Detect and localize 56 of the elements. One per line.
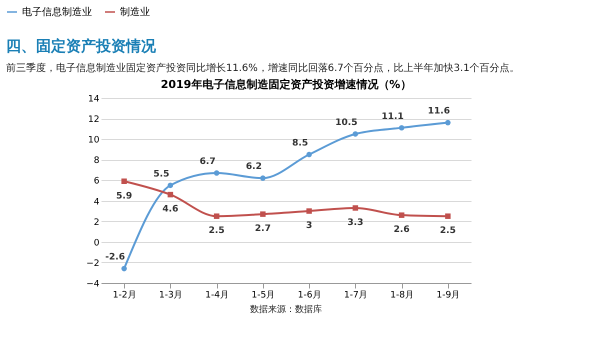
data-label: 4.6 <box>162 204 178 215</box>
x-tick-label: 1-2月 <box>112 290 136 300</box>
y-tick-label: 2 <box>94 218 100 228</box>
point <box>445 213 451 219</box>
data-label: 2.7 <box>254 224 271 234</box>
text: 前三季度，电子信息制造业固定资产投资同比增长11.6%，增速同比回落6.7个百分点，比上半年加快3.1个百分点。 <box>6 62 520 74</box>
point <box>214 170 220 176</box>
point <box>260 175 266 181</box>
point <box>214 213 220 219</box>
data-label: 5.5 <box>153 169 170 180</box>
data-label: 10.5 <box>335 118 358 128</box>
y-tick-label: −4 <box>86 280 100 290</box>
y-tick-label: 6 <box>94 176 100 187</box>
data-label: 11.6 <box>428 106 450 117</box>
y-tick-label: 4 <box>94 197 100 208</box>
x-tick-label: 1-5月 <box>252 290 276 300</box>
x-tick-label: 1-6月 <box>298 290 322 300</box>
data-label: 11.1 <box>382 112 404 122</box>
source-note: 数据来源：数据库 <box>250 304 322 315</box>
data-label: 8.5 <box>292 138 308 149</box>
y-tick-label: 14 <box>88 94 100 104</box>
point <box>352 131 358 137</box>
legend-label: 制造业 <box>120 6 150 18</box>
x-tick-label: 1-3月 <box>159 290 183 300</box>
chart-title: 2019年电子信息制造固定资产投资增速情况（%） <box>160 78 412 91</box>
data-label: 2.5 <box>440 226 456 236</box>
point <box>121 178 127 184</box>
data-label: 2.6 <box>394 225 410 236</box>
point <box>168 192 174 198</box>
y-tick-label: 8 <box>94 156 100 166</box>
text: 四、固定资产投资情况 <box>6 37 157 55</box>
data-label: 5.9 <box>116 191 132 202</box>
point <box>168 182 174 188</box>
data-label: 6.7 <box>200 157 216 168</box>
x-tick-label: 1-4月 <box>205 290 229 300</box>
data-label: 6.2 <box>246 162 262 172</box>
data-label: 3.3 <box>347 218 364 228</box>
point <box>398 125 404 131</box>
y-tick-label: 10 <box>88 136 100 146</box>
y-tick-label: 0 <box>94 238 100 248</box>
point <box>445 120 451 126</box>
x-tick-label: 1-9月 <box>436 290 460 300</box>
data-label: 2.5 <box>208 226 225 236</box>
y-tick-label: −2 <box>86 258 100 269</box>
x-tick-label: 1-8月 <box>390 290 414 300</box>
data-label: -2.6 <box>105 252 125 263</box>
point <box>121 266 127 272</box>
point <box>352 205 358 211</box>
point <box>306 208 312 214</box>
legend-label: 电子信息制造业 <box>22 6 92 18</box>
y-tick-label: 12 <box>88 115 100 126</box>
point <box>260 211 266 217</box>
point <box>398 212 404 218</box>
data-label: 3 <box>306 221 312 232</box>
x-tick-label: 1-7月 <box>344 290 368 300</box>
point <box>306 152 312 158</box>
